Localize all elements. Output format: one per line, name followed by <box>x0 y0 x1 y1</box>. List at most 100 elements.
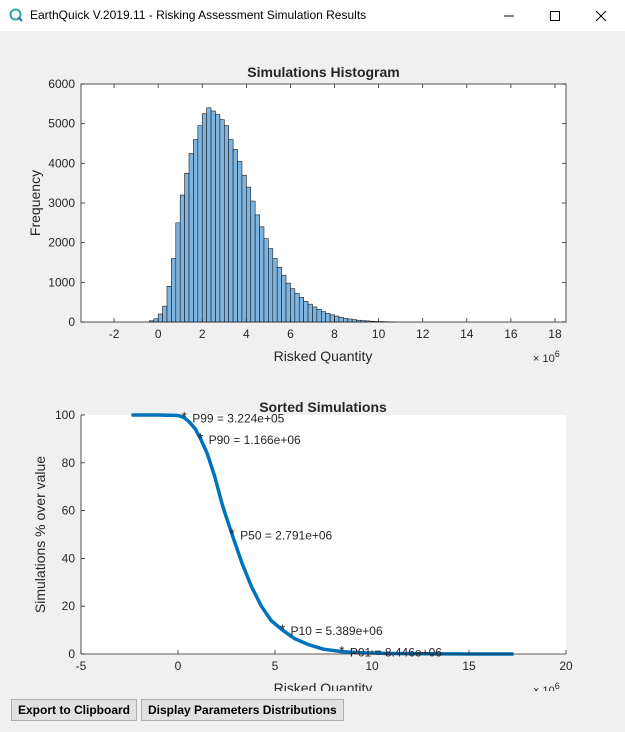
histogram-x-tick-label: 16 <box>504 327 518 341</box>
histogram-bar <box>347 318 353 323</box>
window-title: EarthQuick V.2019.11 - Risking Assessmen… <box>30 8 367 22</box>
sorted-plot-area <box>81 415 566 654</box>
histogram-bar <box>228 139 234 323</box>
histogram-bar <box>290 288 296 323</box>
histogram-bar <box>268 248 274 323</box>
histogram-bar <box>166 286 172 323</box>
histogram-plot-area <box>81 84 566 322</box>
histogram-x-tick-label: 14 <box>460 327 474 341</box>
percentile-label: P01 = 8.446e+06 <box>350 646 442 660</box>
sorted-x-axis-label: Risked Quantity <box>274 680 373 691</box>
charts-canvas: -2 0 2 4 6 8 10 12 14 16 1801000200030004000500060… <box>27 64 573 691</box>
histogram-x-tick-label: 8 <box>331 327 338 341</box>
histogram-bar <box>285 282 291 323</box>
sorted-x-tick-label: 15 <box>462 659 476 673</box>
histogram-bar <box>175 222 181 323</box>
histogram-y-tick-label: 2000 <box>48 236 75 250</box>
close-button[interactable] <box>578 0 624 31</box>
histogram-y-tick-label: 3000 <box>48 196 75 210</box>
histogram-x-tick-label: 12 <box>416 327 430 341</box>
histogram-bar <box>223 125 230 323</box>
minimize-icon <box>504 15 514 17</box>
histogram-x-tick-label: 4 <box>243 327 250 341</box>
sorted-y-tick-label: 40 <box>62 551 76 565</box>
histogram-bar <box>188 153 194 323</box>
histogram-y-tick-label: 0 <box>68 315 75 329</box>
histogram-x-tick-label: -2 <box>109 327 120 341</box>
sorted-x-tick-label: 10 <box>365 659 379 673</box>
histogram-x-tick-label: 0 <box>155 327 162 341</box>
percentile-marker: * <box>182 408 188 424</box>
histogram-bar <box>303 301 309 323</box>
histogram-x-exponent-label: × 106 <box>533 349 560 365</box>
sorted-title: Sorted Simulations <box>259 399 387 415</box>
histogram-bar <box>241 174 247 323</box>
maximize-button[interactable] <box>532 0 578 31</box>
histogram-bar <box>201 113 207 323</box>
sorted-x-exponent-label: × 106 <box>533 681 560 691</box>
histogram-y-axis-label: Frequency <box>27 170 43 236</box>
histogram-x-axis-label: Risked Quantity <box>274 348 373 364</box>
histogram-bar <box>193 139 199 323</box>
histogram-bar <box>219 119 225 323</box>
histogram-bar <box>312 306 318 323</box>
sorted-x-tick-label: 20 <box>559 659 573 673</box>
figure-area: -2 0 2 4 6 8 10 12 14 16 18 0 1000 2000 3000 4000 5000 60… <box>0 31 625 691</box>
percentile-marker: * <box>280 621 286 637</box>
histogram-bar <box>184 172 190 323</box>
histogram-y-tick-label: 4000 <box>48 156 75 170</box>
histogram-bar <box>316 309 322 323</box>
maximize-icon <box>550 11 560 21</box>
export-clipboard-button[interactable]: Export to Clipboard <box>11 699 137 721</box>
sorted-x-tick-label: 0 <box>175 659 182 673</box>
close-icon <box>595 10 607 22</box>
percentile-label: P90 = 1.166e+06 <box>209 433 301 447</box>
histogram-x-tick-label: 10 <box>372 327 386 341</box>
histogram-bar <box>259 226 265 323</box>
histogram-bar <box>232 149 238 323</box>
percentile-marker: * <box>198 430 204 446</box>
sorted-y-tick-label: 80 <box>62 456 76 470</box>
histogram-y-tick-label: 5000 <box>48 117 75 131</box>
histogram-y-tick-label: 6000 <box>48 77 75 91</box>
sorted-y-tick-label: 100 <box>55 408 75 422</box>
histogram-bar <box>298 297 304 323</box>
histogram-bar <box>237 161 243 323</box>
sorted-y-axis-label: Simulations % over value <box>32 456 48 613</box>
title-bar: EarthQuick V.2019.11 - Risking Assessmen… <box>0 0 625 32</box>
sorted-y-tick-label: 0 <box>68 647 75 661</box>
sorted-y-tick-label: 60 <box>62 504 76 518</box>
histogram-bar <box>162 305 168 323</box>
sorted-x-tick-label: -5 <box>76 659 87 673</box>
histogram-x-tick-label: 18 <box>548 327 562 341</box>
histogram-x-tick-label: 6 <box>287 327 294 341</box>
histogram-bar <box>281 274 287 323</box>
histogram-bar <box>206 107 212 323</box>
histogram-bar <box>250 200 256 323</box>
percentile-label: P99 = 3.224e+05 <box>192 411 284 425</box>
app-logo-icon <box>9 8 23 22</box>
histogram-bar <box>197 125 203 323</box>
histogram-title: Simulations Histogram <box>247 64 399 80</box>
histogram-y-tick-label: 1000 <box>48 275 75 289</box>
display-parameters-button[interactable]: Display Parameters Distributions <box>141 699 344 721</box>
minimize-button[interactable] <box>486 0 532 31</box>
histogram-bar <box>343 317 349 323</box>
histogram-bar <box>157 313 163 323</box>
histogram-bar <box>325 312 331 323</box>
histogram-x-tick-label: 2 <box>199 327 206 341</box>
histogram-bar <box>329 314 335 323</box>
histogram-bar <box>338 316 344 323</box>
histogram-bar <box>215 114 221 323</box>
histogram-bar <box>171 258 177 323</box>
percentile-label: P50 = 2.791e+06 <box>240 529 332 543</box>
sorted-simulation-curve <box>131 413 514 656</box>
histogram-bar <box>320 311 327 323</box>
sorted-x-tick-label: 5 <box>272 659 279 673</box>
histogram-bar <box>179 194 185 323</box>
histogram-bar <box>272 258 278 323</box>
percentile-marker: * <box>339 643 345 659</box>
histogram-bar <box>276 266 282 323</box>
histogram-bar <box>263 238 269 323</box>
histogram-bar <box>334 315 340 323</box>
